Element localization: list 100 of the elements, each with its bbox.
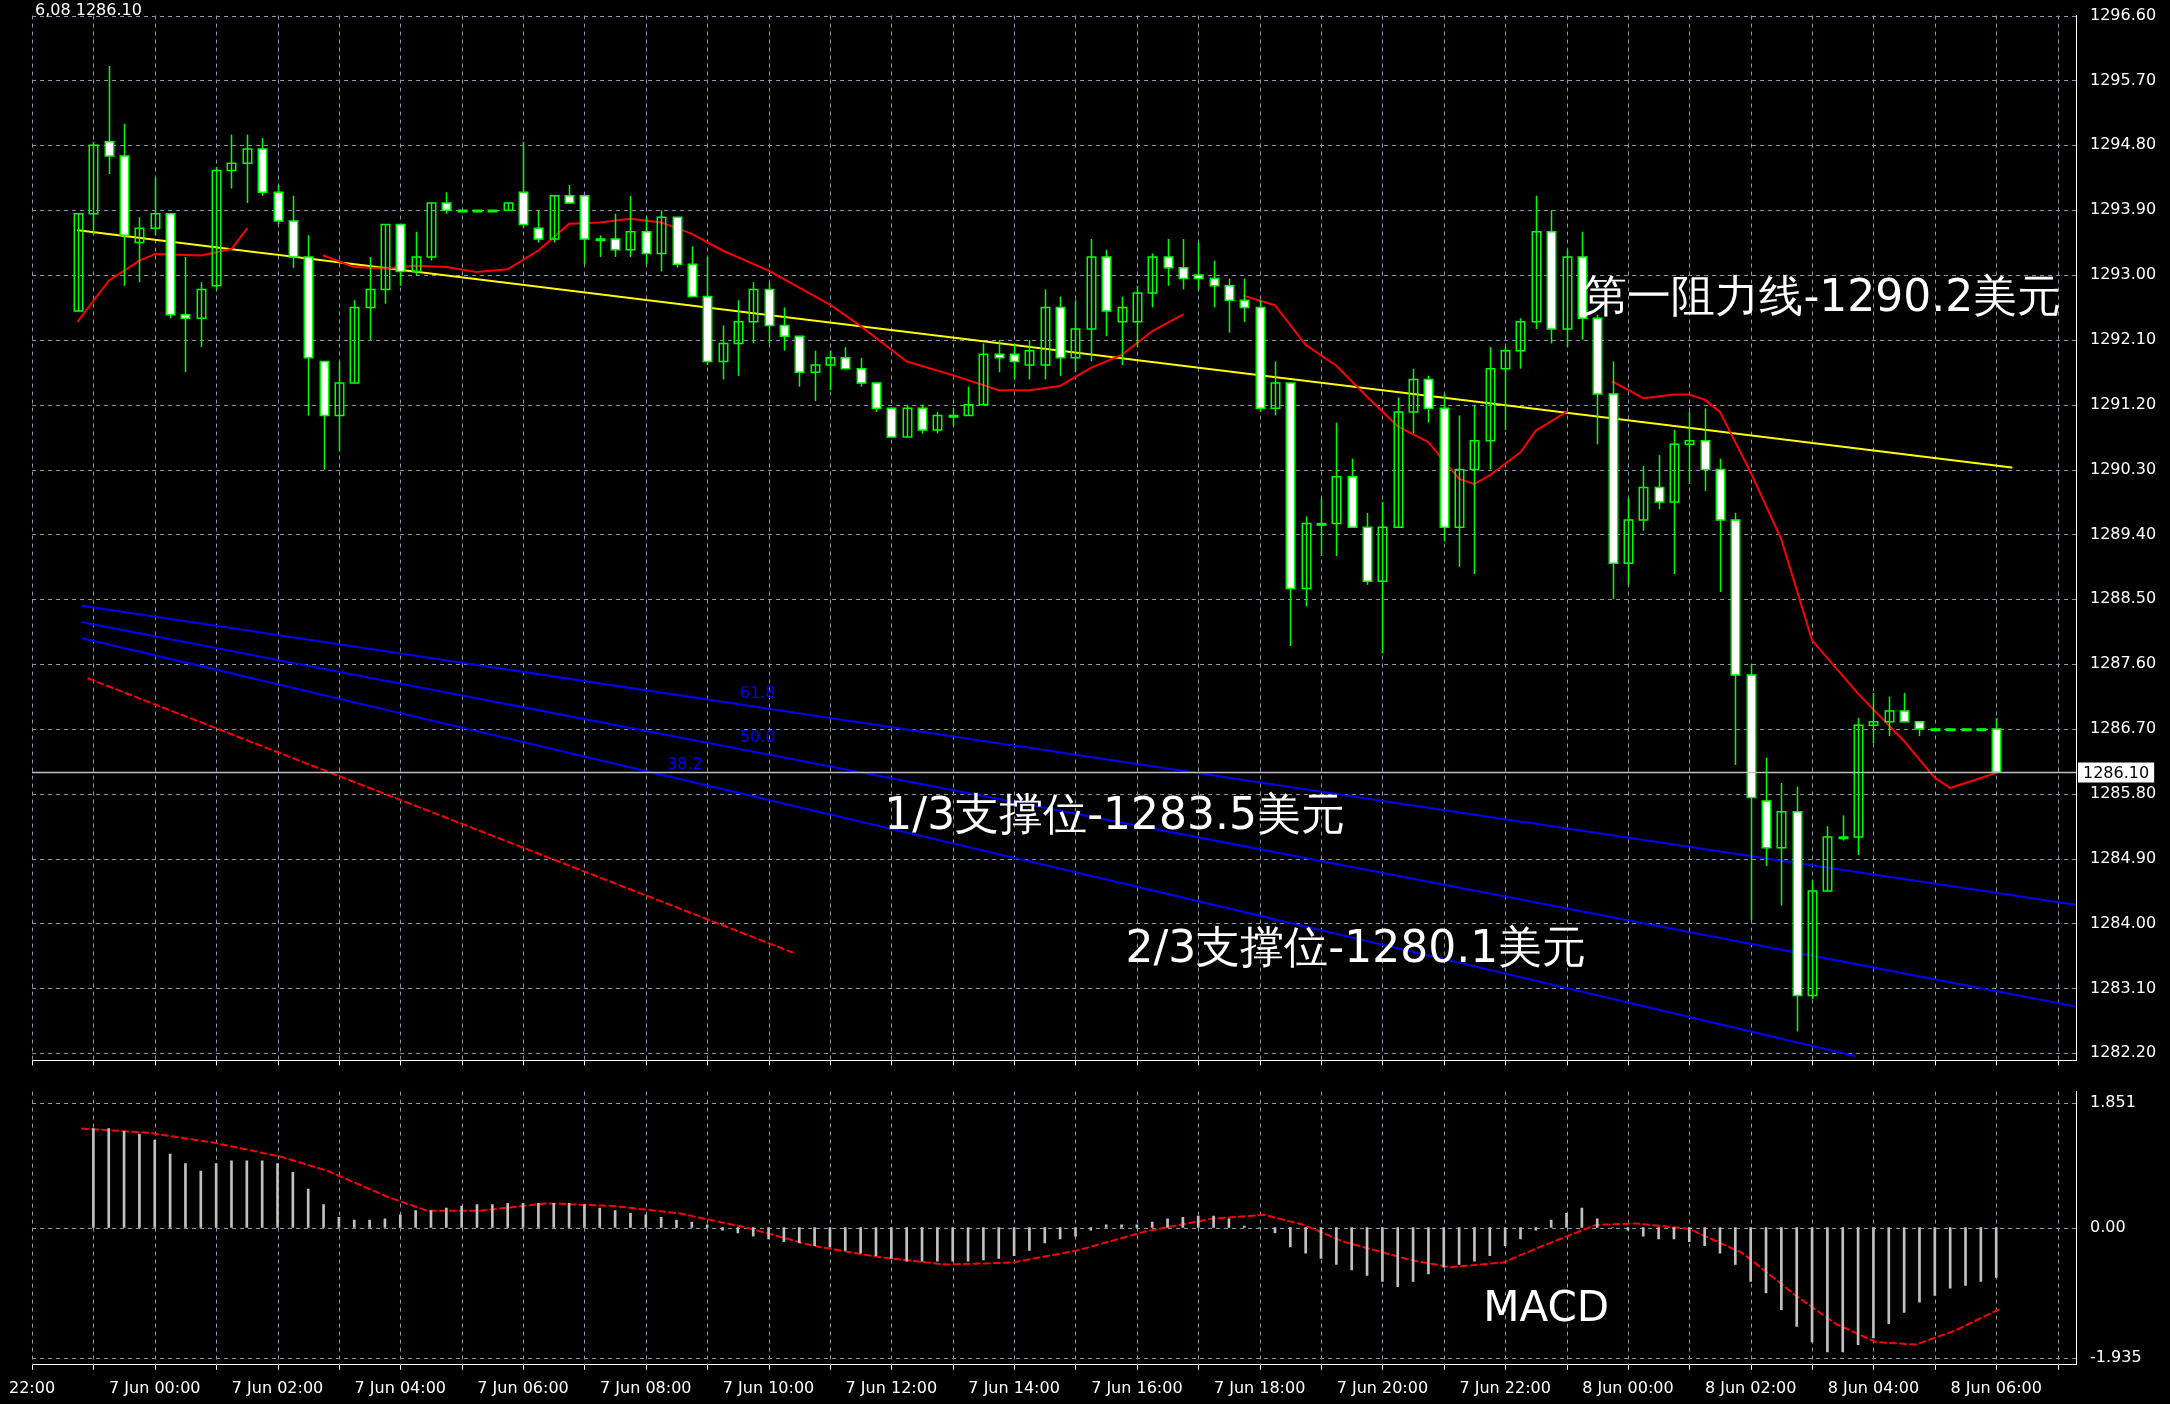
y-tick-label: 1296.60 [2090, 4, 2157, 24]
bar [1933, 1227, 1937, 1296]
y-tick-label: 1289.40 [2090, 523, 2157, 543]
bar [1565, 1213, 1568, 1228]
y-tick-label: 1295.70 [2090, 69, 2157, 89]
bar [460, 1205, 463, 1228]
bar [982, 1227, 985, 1261]
bar [705, 1224, 709, 1228]
candlestick [963, 385, 974, 417]
candlestick [1638, 465, 1649, 532]
bar [1089, 1227, 1093, 1231]
candlestick [411, 231, 422, 276]
candlestick [73, 213, 84, 312]
bar [1442, 1227, 1446, 1268]
bar [1641, 1227, 1645, 1237]
candlestick [88, 140, 99, 237]
series-label: 61.8 [739, 682, 776, 702]
bar [1028, 1227, 1031, 1251]
bar [1473, 1227, 1476, 1262]
bar [414, 1210, 417, 1228]
bar [552, 1202, 556, 1228]
candlestick [349, 299, 360, 384]
bar [1396, 1227, 1400, 1288]
candlestick [150, 176, 161, 237]
candlestick [1408, 367, 1419, 435]
y-tick-label: 1283.10 [2090, 977, 2157, 997]
bar [1335, 1227, 1338, 1265]
y-tick-label: 1285.80 [2090, 782, 2157, 802]
bar [675, 1219, 678, 1228]
annotation: 6,08 1286.10 [35, 0, 142, 20]
bar [997, 1227, 1001, 1259]
candlestick [948, 407, 959, 428]
y-tick-label: 1291.20 [2090, 393, 2157, 413]
bar [859, 1227, 862, 1254]
series-label: 50.0 [739, 727, 776, 747]
x-tick-label: 7 Jun 00:00 [109, 1377, 201, 1397]
bar [1242, 1225, 1246, 1228]
bar [629, 1213, 632, 1228]
bar [1074, 1227, 1077, 1237]
bar [184, 1163, 187, 1228]
bar [1350, 1227, 1354, 1271]
candlestick [656, 209, 667, 273]
bar [1703, 1227, 1706, 1247]
candlestick [978, 342, 989, 406]
bar [1780, 1227, 1783, 1310]
bar [276, 1163, 279, 1228]
candlestick [1807, 879, 1818, 1000]
y-tick-label: 0.00 [2090, 1216, 2126, 1236]
bar [230, 1160, 233, 1228]
candlestick [365, 256, 376, 341]
bar [843, 1227, 847, 1251]
y-tick-label: 1292.10 [2090, 329, 2157, 348]
candlestick [810, 349, 821, 402]
x-tick-label: 22:00 [8, 1377, 56, 1397]
bar [491, 1204, 494, 1228]
y-tick-label: 1290.30 [2090, 458, 2157, 478]
bar [1887, 1227, 1891, 1325]
bar [797, 1227, 801, 1244]
y-tick-label: 1284.00 [2090, 912, 2157, 932]
candlestick [1776, 782, 1787, 907]
y-tick-label: -1.935 [2090, 1346, 2142, 1366]
candlestick [1684, 411, 1695, 485]
annotation: MACD [1483, 1282, 1610, 1332]
series-label: 38.2 [667, 754, 703, 774]
candlestick [733, 299, 744, 377]
bar [1826, 1227, 1829, 1353]
x-tick-label: 7 Jun 12:00 [845, 1377, 938, 1397]
bar [1104, 1224, 1108, 1228]
bar [1381, 1227, 1384, 1282]
candlestick [242, 133, 253, 204]
candlestick [211, 166, 222, 291]
x-tick-label: 7 Jun 22:00 [1459, 1377, 1551, 1397]
candlestick [380, 223, 391, 305]
ref-line-label: 1286.10 [2083, 762, 2150, 782]
bar [1427, 1227, 1430, 1275]
candlestick [825, 349, 836, 392]
bar [260, 1160, 264, 1228]
bar [583, 1204, 586, 1228]
bar [1166, 1218, 1169, 1228]
x-tick-label: 8 Jun 00:00 [1582, 1377, 1674, 1397]
bar [1964, 1227, 1967, 1286]
x-tick-label: 8 Jun 02:00 [1704, 1377, 1797, 1397]
bar [138, 1133, 141, 1228]
bar [767, 1227, 770, 1240]
bar [644, 1214, 648, 1228]
y-tick-label: 1284.90 [2090, 847, 2157, 867]
x-tick-label: 7 Jun 08:00 [600, 1377, 692, 1397]
bar [1918, 1227, 1921, 1303]
candlestick [1853, 717, 1864, 856]
candlestick [1515, 317, 1526, 370]
candlestick [1485, 346, 1496, 471]
candlestick [226, 133, 237, 190]
candlestick [1377, 501, 1388, 655]
candlestick [1301, 515, 1312, 608]
candlestick [1331, 421, 1342, 557]
candlestick [1669, 429, 1680, 575]
candlestick [625, 194, 636, 258]
bar [1043, 1227, 1047, 1244]
candlestick [1024, 339, 1035, 381]
candlestick [718, 324, 729, 381]
